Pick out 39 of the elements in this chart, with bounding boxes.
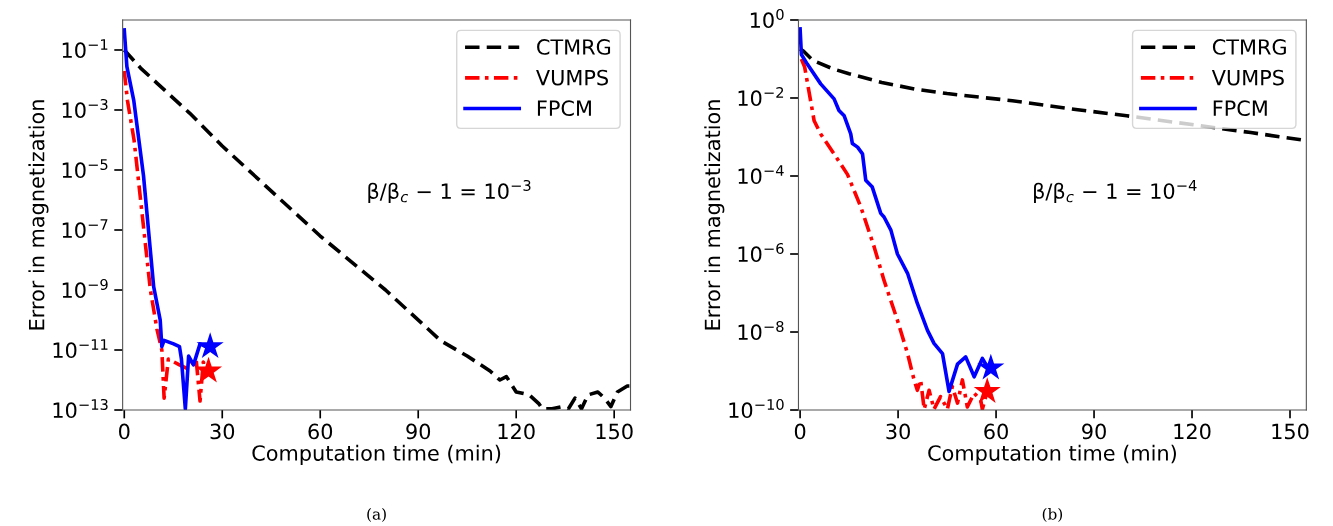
y-tick-label: 10$^{−11}$ — [53, 339, 108, 359]
y-tick-label: 10$^{−3}$ — [62, 98, 108, 119]
x-axis-title: Computation time (min) — [928, 444, 1176, 465]
text: (b) — [1042, 507, 1063, 522]
legend-label: VUMPS — [1211, 69, 1284, 86]
y-axis-title: Error in magnetization — [28, 100, 49, 330]
x-tick-label: 0 — [119, 423, 130, 440]
y-tick-label: 10$^{−4}$ — [738, 165, 784, 185]
x-tick-label: 60 — [308, 423, 333, 440]
y-tick-label: 10$^{−9}$ — [62, 278, 108, 299]
legend-label: FPCM — [537, 100, 591, 117]
y-tick-label: 10$^{−2}$ — [738, 86, 784, 107]
annotation: β/β$_{c}$ − 1 = 10$^{−4}$ — [1034, 180, 1197, 203]
x-tick-label: 120 — [498, 423, 535, 440]
y-axis-title: Error in magnetization — [704, 100, 725, 330]
x-tick-label: 90 — [1082, 423, 1106, 440]
annotation: β/β$_{c}$ − 1 = 10$^{−3}$ — [368, 179, 531, 204]
y-tick-label: 10$^{−13}$ — [53, 398, 108, 419]
legend-label: CTMRG — [1212, 39, 1286, 55]
y-tick-label: 10$^{−7}$ — [62, 219, 108, 239]
x-axis-title: Computation time (min) — [252, 444, 501, 465]
x-tick-label: 0 — [794, 423, 806, 440]
legend-label: VUMPS — [536, 69, 608, 86]
x-tick-label: 30 — [210, 423, 235, 440]
y-tick-label: 10$^{−6}$ — [738, 242, 784, 263]
y-tick-label: 10$^{−5}$ — [62, 159, 108, 179]
y-tick-label: 10$^{−10}$ — [729, 398, 784, 419]
x-tick-label: 150 — [1272, 423, 1309, 440]
x-tick-label: 150 — [596, 423, 633, 440]
y-tick-label: 10$^{0}$ — [750, 8, 784, 29]
x-tick-label: 90 — [406, 423, 431, 440]
y-tick-label: 10$^{−8}$ — [738, 320, 784, 341]
legend-label: FPCM — [1213, 100, 1267, 117]
x-tick-label: 60 — [984, 423, 1008, 440]
x-tick-label: 120 — [1174, 423, 1211, 440]
legend-label: CTMRG — [537, 39, 611, 55]
y-tick-label: 10$^{−1}$ — [62, 39, 108, 59]
text: (a) — [367, 507, 386, 522]
x-tick-label: 30 — [886, 423, 910, 440]
